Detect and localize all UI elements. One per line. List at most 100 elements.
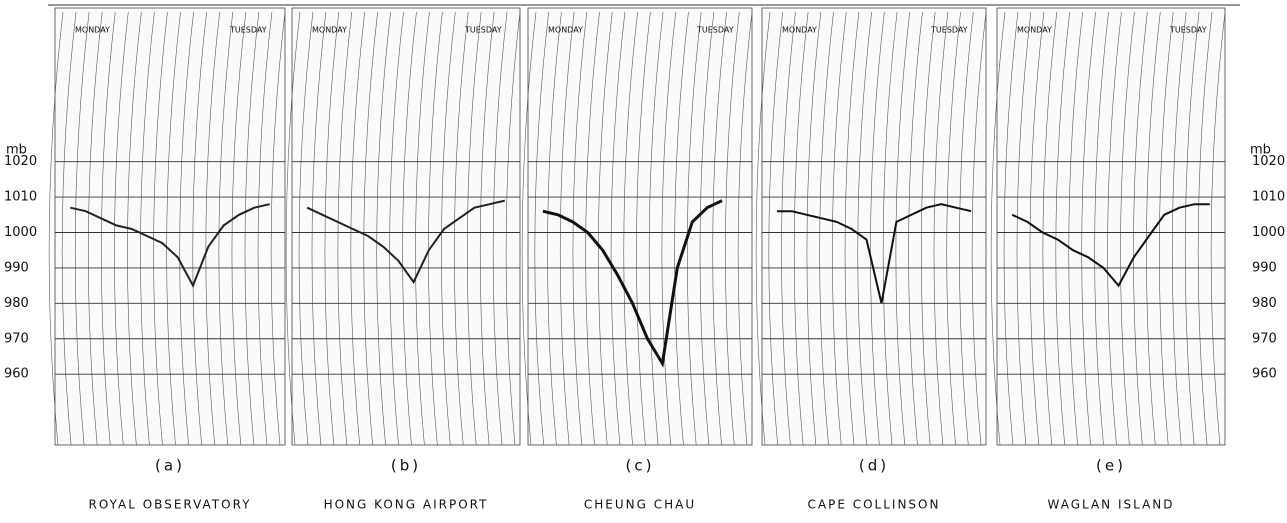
time-arc	[686, 11, 702, 446]
pressure-trace	[542, 199, 723, 368]
time-arc	[844, 11, 860, 446]
time-arc	[140, 11, 155, 446]
time-arc	[270, 11, 286, 446]
time-arc	[623, 11, 638, 446]
time-arc	[699, 11, 715, 446]
y-tick-label: 1020	[1252, 154, 1285, 169]
time-arc	[946, 11, 961, 446]
y-tick-label: 1020	[4, 154, 37, 169]
time-arc	[610, 11, 626, 446]
time-arc	[114, 11, 129, 446]
time-arc	[389, 11, 404, 446]
panel-title: (a)	[155, 457, 185, 475]
time-arc	[74, 11, 90, 446]
day-label: TUESDAY	[930, 26, 968, 35]
day-label: TUESDAY	[1169, 26, 1207, 35]
time-arc	[87, 11, 103, 446]
time-arc	[1029, 11, 1045, 446]
y-tick-label: 980	[1252, 296, 1277, 311]
time-arc	[1042, 11, 1058, 446]
time-arc	[257, 11, 273, 446]
time-arc	[324, 11, 340, 446]
time-arc	[298, 11, 314, 446]
panel-subtitle: CAPE COLLINSON	[808, 498, 941, 512]
time-arc	[218, 11, 234, 446]
pressure-trace	[1011, 203, 1210, 288]
time-arc	[1055, 11, 1071, 446]
panel-subtitle: ROYAL OBSERVATORY	[89, 498, 252, 512]
panel-title: (b)	[391, 457, 421, 475]
time-arc	[585, 11, 600, 446]
time-arc	[48, 11, 64, 446]
panel-title: (c)	[626, 457, 655, 475]
time-arc	[636, 11, 651, 446]
time-arc	[933, 11, 949, 446]
panel-title: (d)	[859, 457, 889, 475]
time-arc	[1172, 11, 1187, 446]
time-arc	[415, 11, 430, 446]
y-tick-label: 960	[4, 367, 29, 382]
day-label: TUESDAY	[464, 26, 502, 35]
panel-title: (e)	[1096, 457, 1126, 475]
time-arc	[1146, 11, 1161, 446]
time-arc	[559, 11, 575, 446]
time-arc	[454, 11, 469, 446]
time-arc	[661, 11, 677, 446]
time-arc	[1184, 11, 1200, 446]
time-arc	[755, 11, 771, 446]
time-arc	[61, 11, 77, 446]
time-arc	[101, 11, 116, 446]
time-arc	[1107, 11, 1122, 446]
time-arc	[674, 11, 689, 446]
time-arc	[521, 11, 537, 446]
time-arc	[479, 11, 495, 446]
time-arc	[179, 11, 194, 446]
time-arc	[870, 11, 885, 446]
chart-paper	[996, 7, 1226, 446]
time-arc	[466, 11, 482, 446]
pressure-trace	[776, 203, 972, 304]
time-arc	[737, 11, 753, 446]
day-label: MONDAY	[548, 26, 583, 35]
time-arc	[376, 11, 391, 446]
time-arc	[166, 11, 181, 446]
time-arc	[793, 11, 809, 446]
day-label: MONDAY	[782, 26, 817, 35]
y-tick-label: 970	[4, 331, 29, 346]
y-tick-label: 1000	[4, 225, 37, 240]
time-arc	[285, 11, 301, 446]
time-arc	[908, 11, 923, 446]
time-arc	[598, 11, 613, 446]
y-tick-label: 990	[4, 260, 29, 275]
time-arc	[547, 11, 562, 446]
time-arc	[971, 11, 987, 446]
y-tick-label: 1000	[1252, 225, 1285, 240]
day-label: MONDAY	[1017, 26, 1052, 35]
chart-paper	[761, 7, 987, 446]
y-tick-label: 970	[1252, 331, 1277, 346]
time-arc	[205, 11, 221, 446]
time-arc	[1133, 11, 1148, 446]
panel-subtitle: WAGLAN ISLAND	[1047, 498, 1174, 512]
axis-label-left: mb	[6, 143, 27, 158]
time-arc	[806, 11, 822, 446]
time-arc	[1094, 11, 1109, 446]
y-tick-label: 1010	[1252, 190, 1285, 205]
day-label: MONDAY	[312, 26, 347, 35]
chart-paper	[527, 7, 753, 446]
axis-label-right: mb	[1250, 143, 1271, 158]
time-arc	[648, 11, 664, 446]
time-arc	[534, 11, 550, 446]
time-arc	[959, 11, 974, 446]
panel-subtitle: HONG KONG AIRPORT	[324, 498, 489, 512]
time-arc	[492, 11, 508, 446]
time-arc	[153, 11, 168, 446]
time-arc	[857, 11, 872, 446]
time-arc	[1068, 11, 1083, 446]
day-label: MONDAY	[75, 26, 110, 35]
time-arc	[572, 11, 588, 446]
time-arc	[428, 11, 443, 446]
time-arc	[505, 11, 521, 446]
time-arc	[832, 11, 847, 446]
